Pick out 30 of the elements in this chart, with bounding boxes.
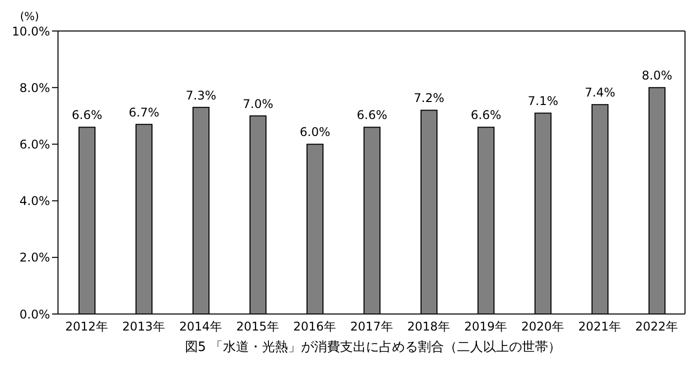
data-label: 8.0% (642, 68, 672, 83)
data-label: 6.0% (300, 125, 330, 140)
data-label: 6.6% (72, 108, 102, 122)
y-tick-label: 0.0% (20, 307, 50, 322)
data-label: 7.4% (584, 86, 616, 100)
x-tick-label: 2016年 (293, 320, 336, 334)
x-tick-label: 2013年 (122, 320, 165, 334)
x-tick-label: 2018年 (407, 320, 450, 334)
x-tick-label: 2015年 (236, 320, 279, 334)
x-tick-label: 2022年 (635, 320, 678, 334)
x-tick-label: 2019年 (464, 320, 507, 334)
data-label: 6.6% (470, 108, 502, 122)
data-label: 6.7% (128, 105, 160, 120)
y-tick-label: 8.0% (20, 80, 50, 95)
data-label: 6.6% (356, 108, 388, 122)
y-tick-label: 4.0% (20, 194, 50, 208)
data-label: 7.1% (528, 94, 558, 108)
data-label: 7.3% (186, 88, 216, 102)
y-tick-label: 2.0% (20, 250, 50, 265)
data-label: 7.2% (414, 91, 444, 106)
x-tick-label: 2012年 (65, 320, 108, 334)
y-axis-title: (%) (20, 10, 40, 23)
y-tick-label: 10.0% (12, 24, 50, 38)
x-tick-label: 2017年 (350, 320, 393, 334)
x-tick-label: 2021年 (578, 320, 621, 334)
data-label: 7.0% (242, 96, 274, 111)
x-tick-label: 2020年 (521, 320, 564, 334)
text: 図5 「水道・光熱」が消費支出に占める割合（二人以上の世帯） (184, 339, 562, 356)
x-tick-label: 2014年 (179, 320, 222, 334)
y-tick-label: 6.0% (20, 137, 50, 152)
